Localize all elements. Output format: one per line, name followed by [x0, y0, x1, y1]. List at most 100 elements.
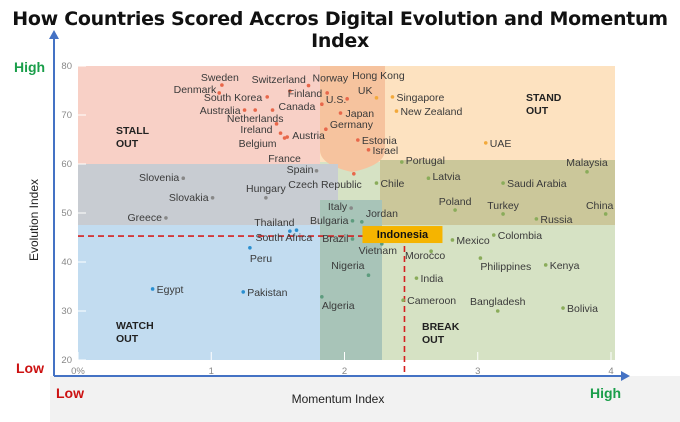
point-label: China: [586, 200, 614, 212]
point-label: Netherlands: [227, 113, 284, 125]
point-label: Slovakia: [169, 192, 209, 204]
data-point-cameroon: [401, 298, 405, 303]
point-label: Bolivia: [567, 303, 598, 315]
point-label: New Zealand: [400, 106, 462, 118]
point-label: Bulgaria: [310, 215, 349, 227]
point-label: Canada: [279, 101, 316, 113]
point-label: Vietnam: [359, 245, 398, 257]
y-axis-title: Evolution Index: [27, 179, 41, 261]
chart-title: How Countries Scored Accros Digital Evol…: [12, 8, 668, 52]
point-label: Belgium: [239, 138, 277, 150]
data-point-poland: [453, 208, 457, 212]
point-label: Mexico: [456, 235, 489, 247]
data-point-denmark: [217, 91, 222, 95]
data-point-hungary: [264, 196, 268, 200]
data-point-italy: [349, 206, 353, 210]
point-label: Spain: [287, 164, 314, 176]
data-point-thailand: [294, 228, 299, 232]
point-label: Estonia: [362, 135, 397, 147]
point-label: France: [268, 153, 301, 165]
point-label: Ireland: [240, 124, 272, 136]
data-point-china: [603, 212, 608, 216]
point-label: Jordan: [366, 208, 398, 220]
data-point-uk: [374, 96, 379, 100]
data-point-colombia: [491, 233, 496, 237]
x-tick-label: 4: [608, 366, 613, 377]
highlight-box: [362, 226, 443, 244]
y-low-label: Low: [16, 360, 44, 376]
data-point-slovenia: [181, 176, 186, 181]
point-label: Peru: [250, 253, 272, 265]
point-label: Russia: [540, 214, 572, 226]
data-point-malaysia: [585, 170, 589, 174]
point-label: Austria: [292, 130, 325, 142]
point-label: Poland: [439, 196, 472, 208]
point-label: Nigeria: [331, 260, 364, 272]
point-label: U.S.: [326, 94, 346, 106]
point-label: Denmark: [174, 84, 217, 96]
y-tick-label: 80: [61, 61, 72, 72]
quadrant-label-stand-out-1: STAND: [526, 92, 562, 104]
highlight-label: Indonesia: [377, 229, 429, 241]
data-point-france: [282, 136, 287, 140]
point-label: South Africa: [256, 232, 313, 244]
data-point-portugal: [399, 160, 404, 164]
point-label: Australia: [200, 105, 241, 117]
data-point-singapore: [390, 95, 395, 99]
data-point-uae: [483, 141, 488, 145]
y-tick-label: 20: [61, 355, 72, 366]
y-tick-label: 40: [61, 257, 72, 268]
data-point-bolivia: [561, 306, 565, 310]
point-label: Brazil: [322, 233, 348, 245]
data-point-morocco: [429, 249, 433, 254]
data-point-u-s-: [320, 102, 324, 107]
point-label: Greece: [128, 212, 163, 224]
point-label: Israel: [372, 145, 398, 157]
point-label: Switzerland: [252, 74, 306, 86]
data-point-spain: [314, 169, 319, 173]
y-high-label: High: [14, 59, 45, 75]
data-point-israel: [366, 147, 371, 152]
region-watch-out: [78, 225, 320, 360]
x-tick-label: 0%: [71, 366, 85, 377]
data-point-egypt: [150, 287, 155, 291]
quadrant-label-stall-out-2: OUT: [116, 138, 139, 150]
point-label: Colombia: [498, 230, 543, 242]
region-stall-out: [78, 66, 320, 164]
data-point-brazil: [350, 237, 355, 241]
x-tick-label: 1: [209, 366, 214, 377]
y-tick-label: 60: [61, 159, 72, 170]
quadrant-label-break-out-2: OUT: [422, 334, 445, 346]
data-point-belgium: [278, 131, 283, 135]
point-label: Malaysia: [566, 157, 608, 169]
point-label: Morocco: [405, 250, 445, 262]
point-label: Thailand: [254, 217, 294, 229]
region-mid-right: [380, 160, 615, 225]
y-tick-label: 50: [61, 208, 72, 219]
data-point-canada: [270, 108, 275, 112]
axis-ticks: 0% 1 2 3 4 20 30 40 50 60 70 80: [61, 61, 613, 377]
data-point-switzerland: [288, 89, 292, 93]
point-label: Hong Kong: [352, 70, 405, 82]
data-point-slovakia: [210, 196, 215, 200]
x-tick-label: 2: [342, 366, 347, 377]
data-point-south-korea: [265, 95, 270, 99]
region-overlap-top: [320, 66, 385, 172]
point-label: Cameroon: [407, 295, 456, 307]
point-label: Finland: [288, 88, 323, 100]
point-label: Turkey: [487, 200, 519, 212]
data-point-mexico: [450, 238, 455, 242]
quadrant-label-break-out-1: BREAK: [422, 321, 460, 333]
point-label: South Korea: [204, 92, 263, 104]
data-point-norway: [306, 83, 311, 88]
data-point-ireland: [274, 122, 279, 126]
point-label: Kenya: [550, 260, 580, 272]
point-label: Italy: [328, 201, 348, 213]
data-point-kenya: [543, 263, 548, 267]
data-point-estonia: [356, 138, 360, 142]
data-point-philippines: [478, 256, 483, 260]
x-high-label: High: [590, 385, 621, 401]
x-low-label: Low: [56, 385, 84, 401]
y-tick-label: 30: [61, 306, 72, 317]
point-label: Sweden: [201, 72, 239, 84]
